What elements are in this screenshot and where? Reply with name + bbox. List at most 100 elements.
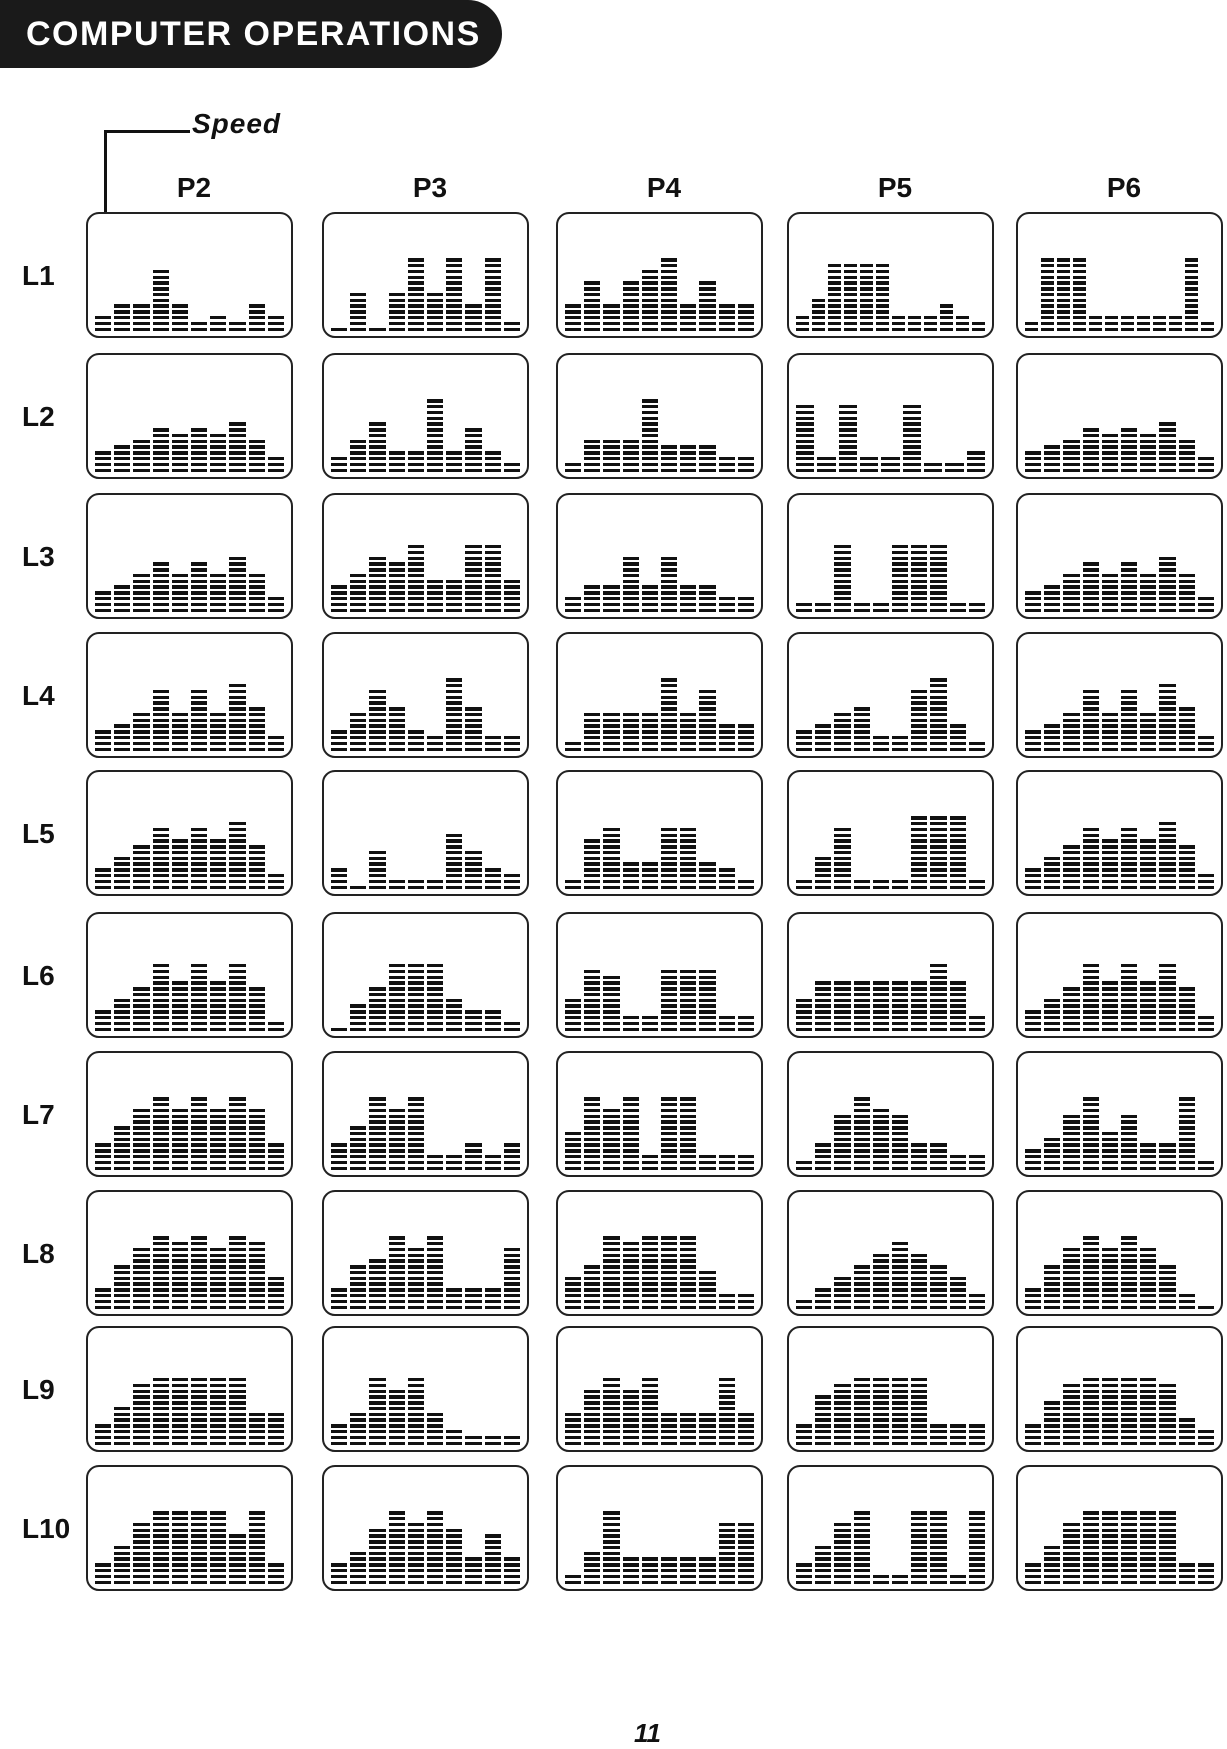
bar-segment	[229, 1126, 246, 1130]
bar-segment	[1159, 608, 1176, 612]
bar-segment	[1159, 1522, 1176, 1527]
speed-bar	[661, 1234, 678, 1309]
bar-segment	[622, 1137, 639, 1142]
bar-segment	[369, 1294, 386, 1298]
bar-segment	[699, 304, 716, 308]
bar-segment	[407, 1299, 425, 1304]
bar-segment	[622, 287, 639, 291]
bar-segment	[718, 885, 735, 889]
bar-segment	[872, 1126, 890, 1130]
bar-segment	[603, 457, 620, 461]
bar-segment	[622, 1114, 639, 1118]
bar-segment	[892, 1288, 909, 1292]
bar-segment	[661, 585, 678, 589]
speed-bar	[267, 872, 285, 889]
bar-segment	[369, 422, 386, 426]
bar-segment	[834, 1557, 851, 1561]
bar-segment	[699, 730, 716, 734]
speed-bar	[661, 825, 678, 889]
bar-segment	[1140, 445, 1157, 449]
bar-segment	[844, 321, 857, 326]
speed-bar	[191, 1234, 208, 1309]
bar-segment	[267, 1288, 285, 1292]
bar-segment	[95, 1305, 112, 1309]
bar-segment	[229, 579, 246, 584]
bar-segment	[1025, 1021, 1042, 1026]
bar-segment	[114, 1016, 131, 1020]
speed-bar	[968, 1509, 986, 1584]
bar-segment	[133, 1149, 150, 1153]
bar-segment	[388, 1253, 405, 1257]
speed-bar	[1121, 687, 1138, 751]
bar-segment	[968, 1522, 986, 1527]
bar-segment	[834, 1574, 851, 1579]
bar-segment	[388, 987, 405, 991]
speed-bar	[1159, 1381, 1176, 1445]
bar-segment	[812, 304, 825, 308]
speed-bar	[1178, 1292, 1195, 1309]
speed-bar	[427, 1410, 444, 1445]
bar-segment	[388, 747, 405, 751]
speed-bar	[603, 1106, 620, 1170]
bar-segment	[565, 1160, 582, 1165]
bar-segment	[407, 1545, 425, 1550]
bar-segment	[267, 1424, 285, 1428]
bar-segment	[446, 602, 463, 607]
bar-segment	[718, 1383, 735, 1388]
bar-segment	[718, 457, 735, 461]
speed-bar	[853, 979, 870, 1031]
bar-segment	[1121, 1155, 1138, 1159]
bar-segment	[1063, 845, 1080, 849]
bar-segment	[210, 1435, 227, 1440]
bar-segment	[1101, 1569, 1119, 1573]
bar-segment	[503, 1441, 521, 1445]
bar-segment	[210, 1010, 227, 1014]
bar-segment	[1073, 287, 1086, 291]
bar-segment	[641, 1569, 659, 1573]
speed-bar	[1140, 711, 1157, 751]
bar-segment	[680, 1155, 697, 1159]
bar-segment	[584, 292, 601, 297]
bar-segment	[446, 839, 463, 843]
speed-bar	[427, 962, 444, 1031]
bar-segment	[1073, 275, 1086, 279]
bar-segment	[465, 712, 482, 717]
bar-segment	[114, 1441, 131, 1445]
bar-segment	[911, 1511, 928, 1515]
bar-segment	[911, 1540, 928, 1544]
bar-segment	[407, 1430, 425, 1434]
bar-segment	[680, 1563, 697, 1567]
bar-segment	[210, 1270, 227, 1275]
bar-segment	[718, 1569, 735, 1573]
bar-segment	[484, 585, 501, 589]
bar-segment	[1101, 1137, 1119, 1142]
bar-segment	[427, 597, 444, 601]
bar-segment	[1178, 457, 1195, 461]
speed-bar	[171, 1376, 189, 1445]
bar-segment	[815, 981, 832, 985]
bar-segment	[565, 316, 582, 320]
bar-segment	[828, 316, 841, 320]
bar-segment	[737, 462, 755, 467]
bar-segment	[1082, 1551, 1099, 1556]
bar-segment	[388, 1114, 405, 1118]
bar-segment	[369, 1569, 386, 1573]
bar-segment	[930, 568, 947, 572]
bar-segment	[661, 445, 678, 449]
speed-bar	[1101, 1130, 1119, 1170]
bar-segment	[949, 724, 966, 728]
bar-segment	[1101, 1511, 1119, 1515]
bar-segment	[1063, 868, 1080, 872]
bar-segment	[484, 747, 501, 751]
bar-segment	[603, 585, 620, 589]
bar-segment	[369, 1383, 386, 1388]
bar-segment	[815, 1010, 832, 1014]
bar-segment	[661, 579, 678, 584]
bar-segment	[350, 1021, 367, 1026]
bar-segment	[1073, 258, 1086, 262]
speed-bar	[699, 1269, 716, 1309]
bar-segment	[229, 707, 246, 711]
speed-bar	[718, 302, 735, 331]
bar-segment	[407, 568, 425, 572]
bar-segment	[388, 1574, 405, 1579]
